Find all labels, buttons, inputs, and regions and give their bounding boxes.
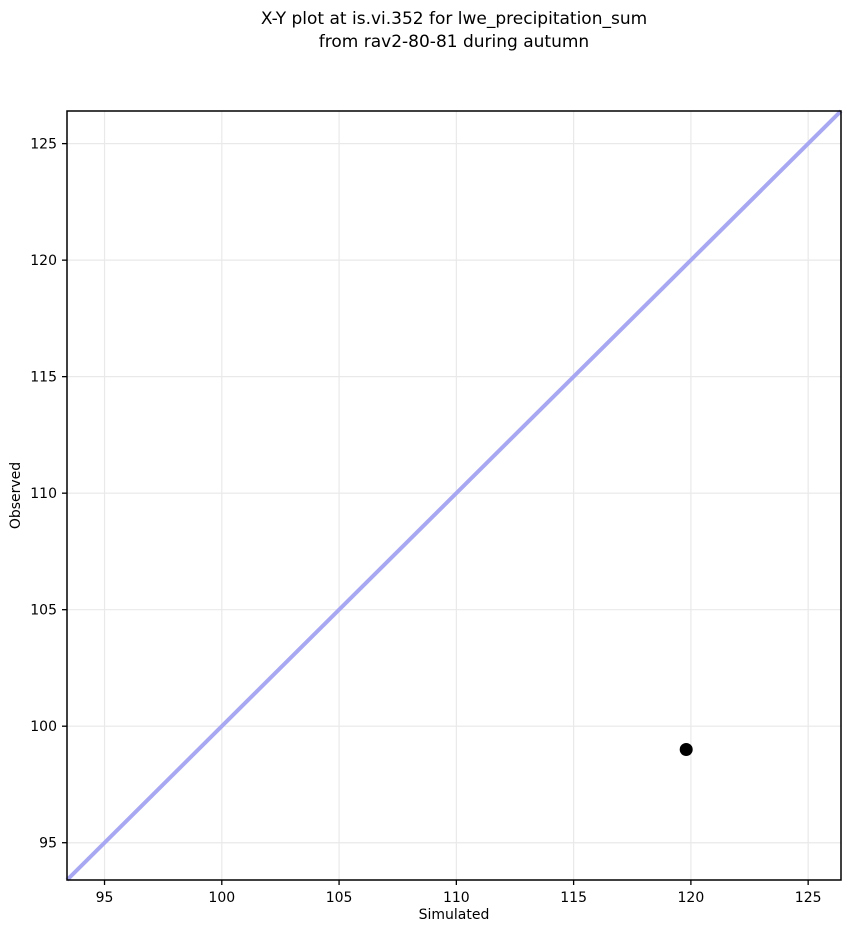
y-tick-label: 100 [30, 719, 57, 735]
chart-title: X-Y plot at is.vi.352 for lwe_precipitat… [260, 9, 648, 52]
y-tick-label: 110 [30, 486, 57, 502]
x-tick-label: 95 [96, 890, 114, 906]
y-tick-label: 125 [30, 137, 57, 153]
y-tick-label: 115 [30, 370, 57, 386]
y-tick-label: 95 [39, 836, 57, 852]
x-tick-label: 115 [560, 890, 587, 906]
x-tick-label: 125 [795, 890, 822, 906]
y-tick-label: 105 [30, 603, 57, 619]
x-tick-label: 105 [326, 890, 353, 906]
plot-border [66, 110, 842, 881]
identity-line [65, 109, 843, 882]
y-tick-label: 120 [30, 253, 57, 269]
x-tick-label: 100 [208, 890, 235, 906]
x-tick-label: 110 [443, 890, 470, 906]
x-tick-label: 120 [678, 890, 705, 906]
data-point [679, 743, 693, 757]
y-axis-label: Observed [8, 462, 24, 529]
x-axis-label: Simulated [419, 907, 490, 923]
